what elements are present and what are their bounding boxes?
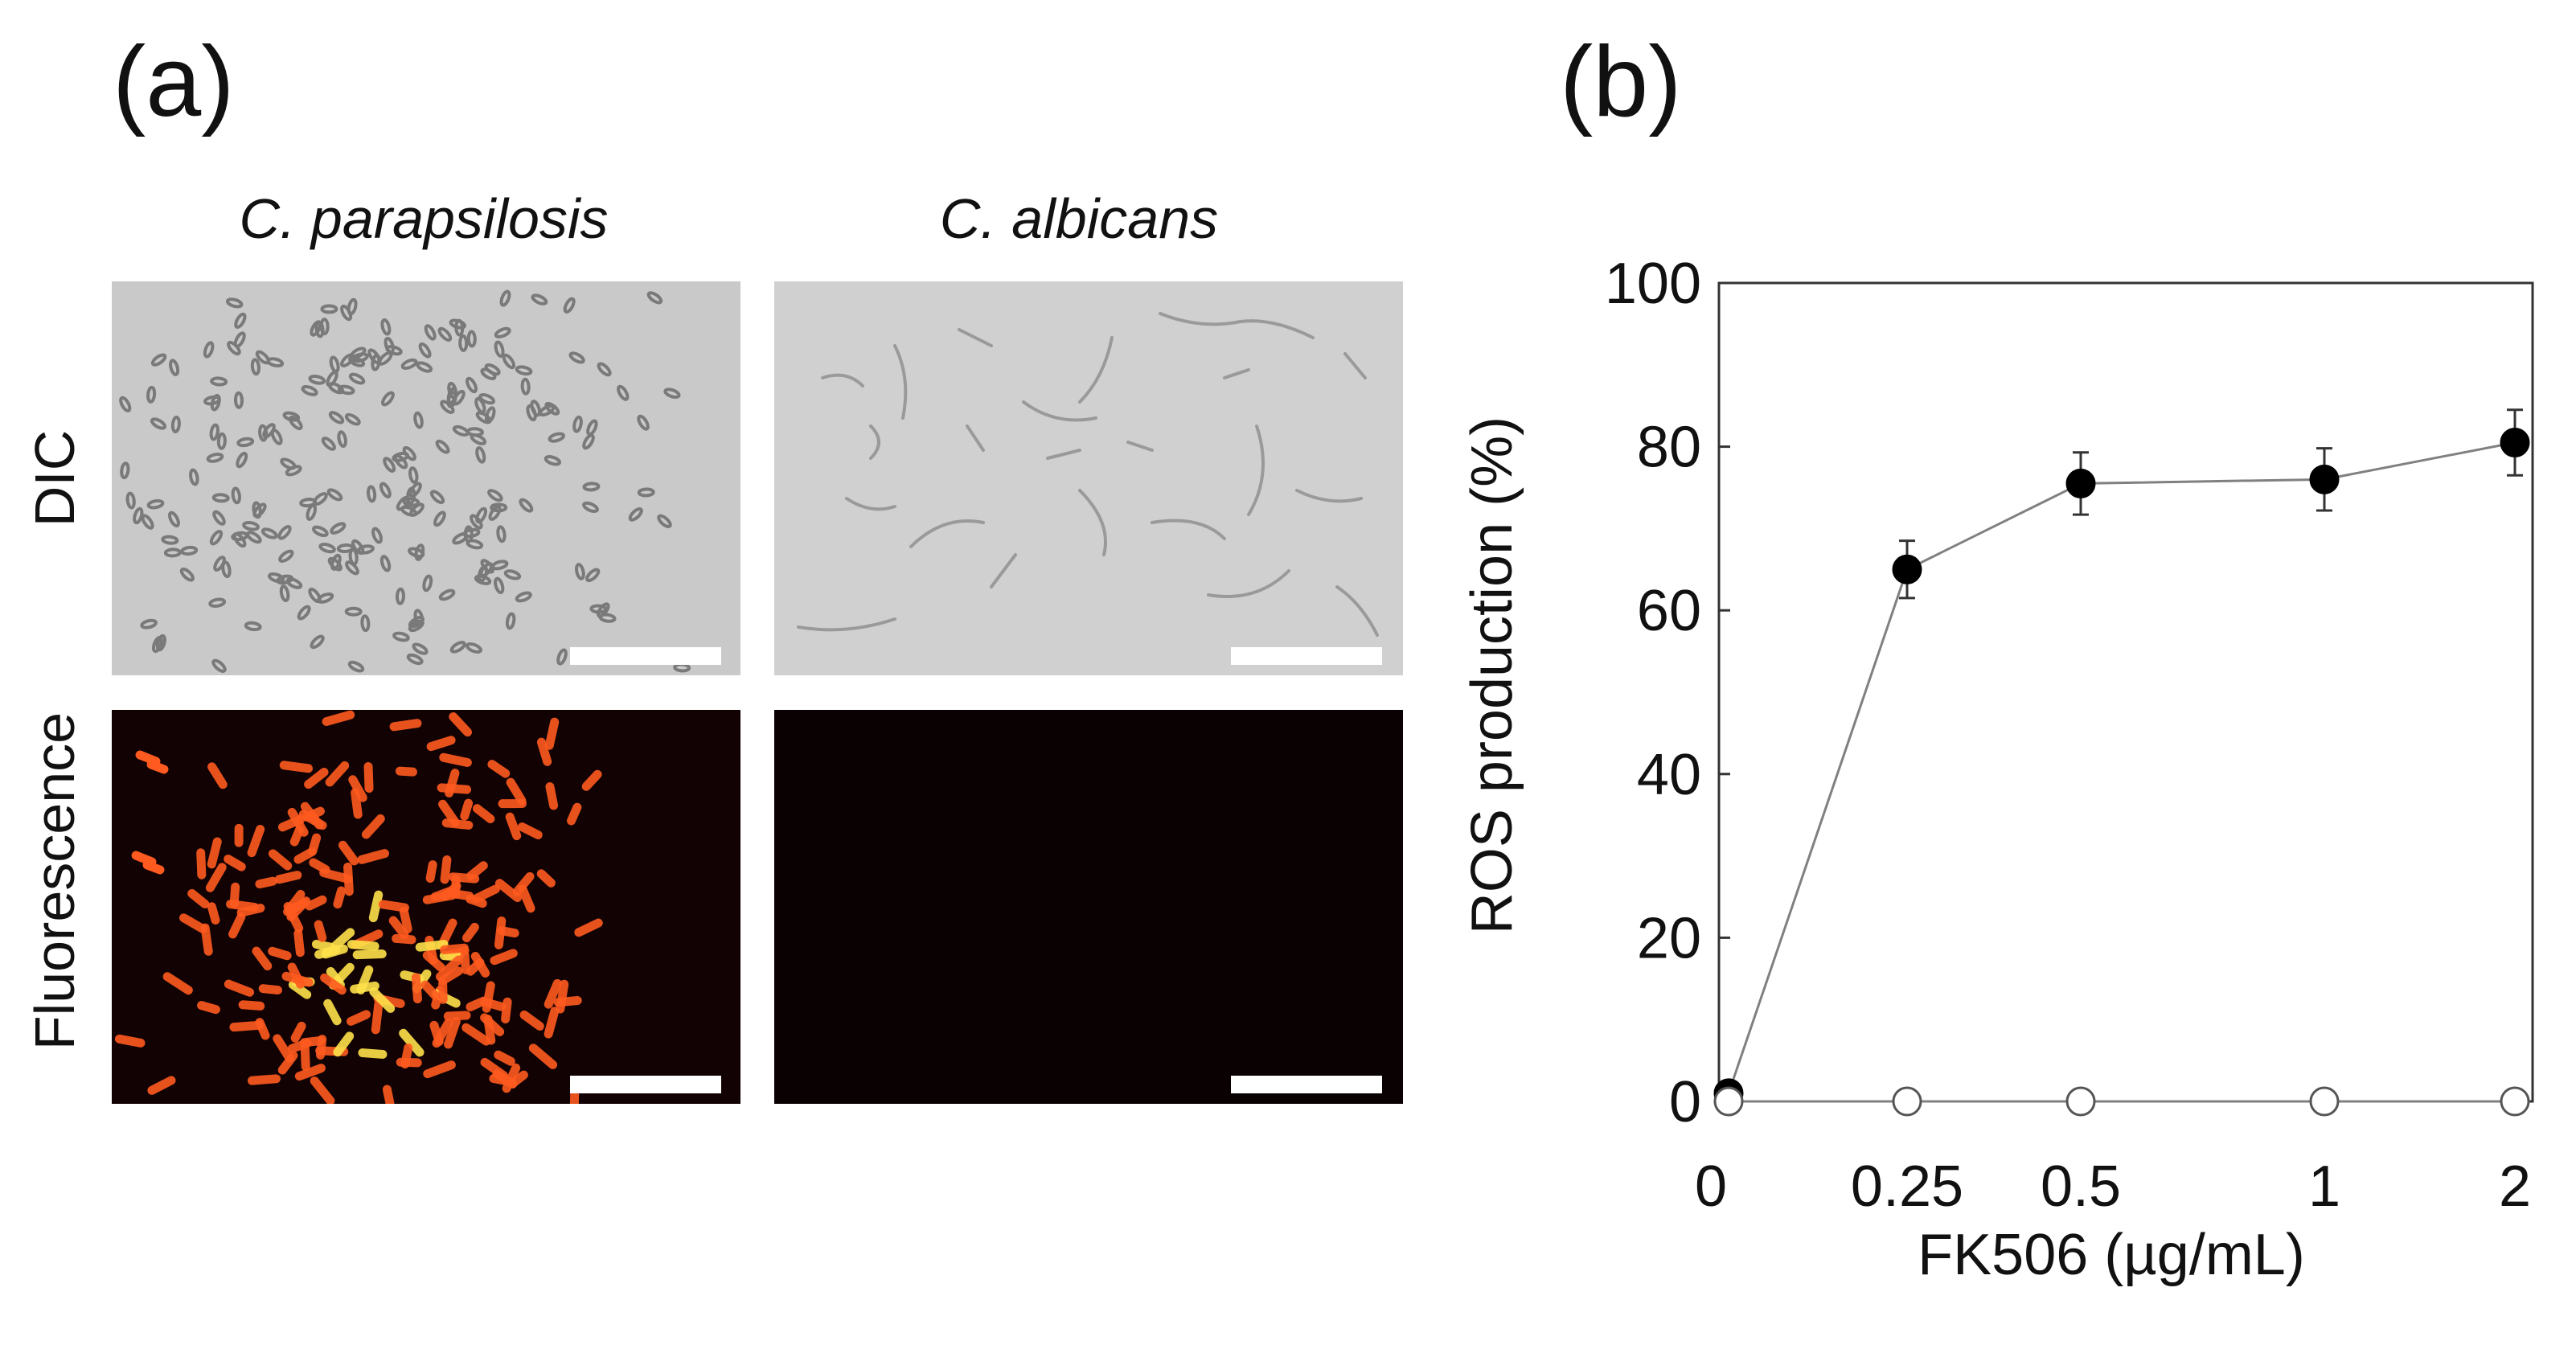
data-point-filled [2500, 428, 2530, 458]
data-point-filled [2065, 468, 2096, 498]
x-axis-title: FK506 (µg/mL) [1918, 1223, 2305, 1287]
x-tick-label: 0.5 [2041, 1154, 2121, 1219]
column-header-c-parapsilosis: C. parapsilosis [239, 187, 609, 250]
panel-label-b: (b) [1560, 27, 1682, 137]
y-tick-label: 20 [1637, 906, 1701, 970]
x-tick-label: 0 [1695, 1154, 1727, 1219]
micrograph-fluorescence-c-albicans [774, 710, 1403, 1104]
y-tick-label: 100 [1605, 252, 1701, 316]
scale-bar [570, 647, 721, 665]
micrograph-fluorescence-c-parapsilosis [112, 710, 740, 1104]
data-point-open [1713, 1086, 1744, 1117]
y-tick-label: 40 [1637, 743, 1701, 807]
x-tick-label: 1 [2308, 1154, 2340, 1219]
y-tick-label: 0 [1669, 1070, 1701, 1134]
data-point-filled [2309, 464, 2340, 494]
micrograph-dic-c-parapsilosis [112, 281, 740, 675]
data-point-open [2500, 1086, 2530, 1117]
data-point-open [1892, 1086, 1922, 1117]
column-header-c-albicans: C. albicans [939, 187, 1219, 250]
row-label-fluorescence: Fluorescence [23, 711, 86, 1051]
scale-bar [570, 1076, 721, 1093]
panel-label-a: (a) [113, 27, 235, 137]
data-point-open [2065, 1086, 2096, 1117]
row-label-dic: DIC [23, 429, 86, 527]
series-line-filled [1727, 441, 2516, 1094]
y-axis-title: ROS production (%) [1460, 416, 1524, 934]
y-tick-label: 80 [1637, 416, 1701, 480]
data-point-filled [1892, 554, 1922, 584]
scale-bar [1231, 647, 1382, 665]
micrograph-dic-c-albicans [774, 281, 1403, 675]
plot-frame [1717, 281, 2534, 1103]
x-tick-label: 2 [2499, 1154, 2531, 1219]
x-tick-label: 0.25 [1851, 1154, 1963, 1219]
ros-production-chart: 0 20 40 60 80 100 0 0.25 0.5 1 2 FK506 (µg/mL) ROS… [1460, 252, 2534, 1287]
y-tick-label: 60 [1637, 579, 1701, 643]
data-point-open [2309, 1086, 2340, 1117]
scale-bar [1231, 1076, 1382, 1093]
